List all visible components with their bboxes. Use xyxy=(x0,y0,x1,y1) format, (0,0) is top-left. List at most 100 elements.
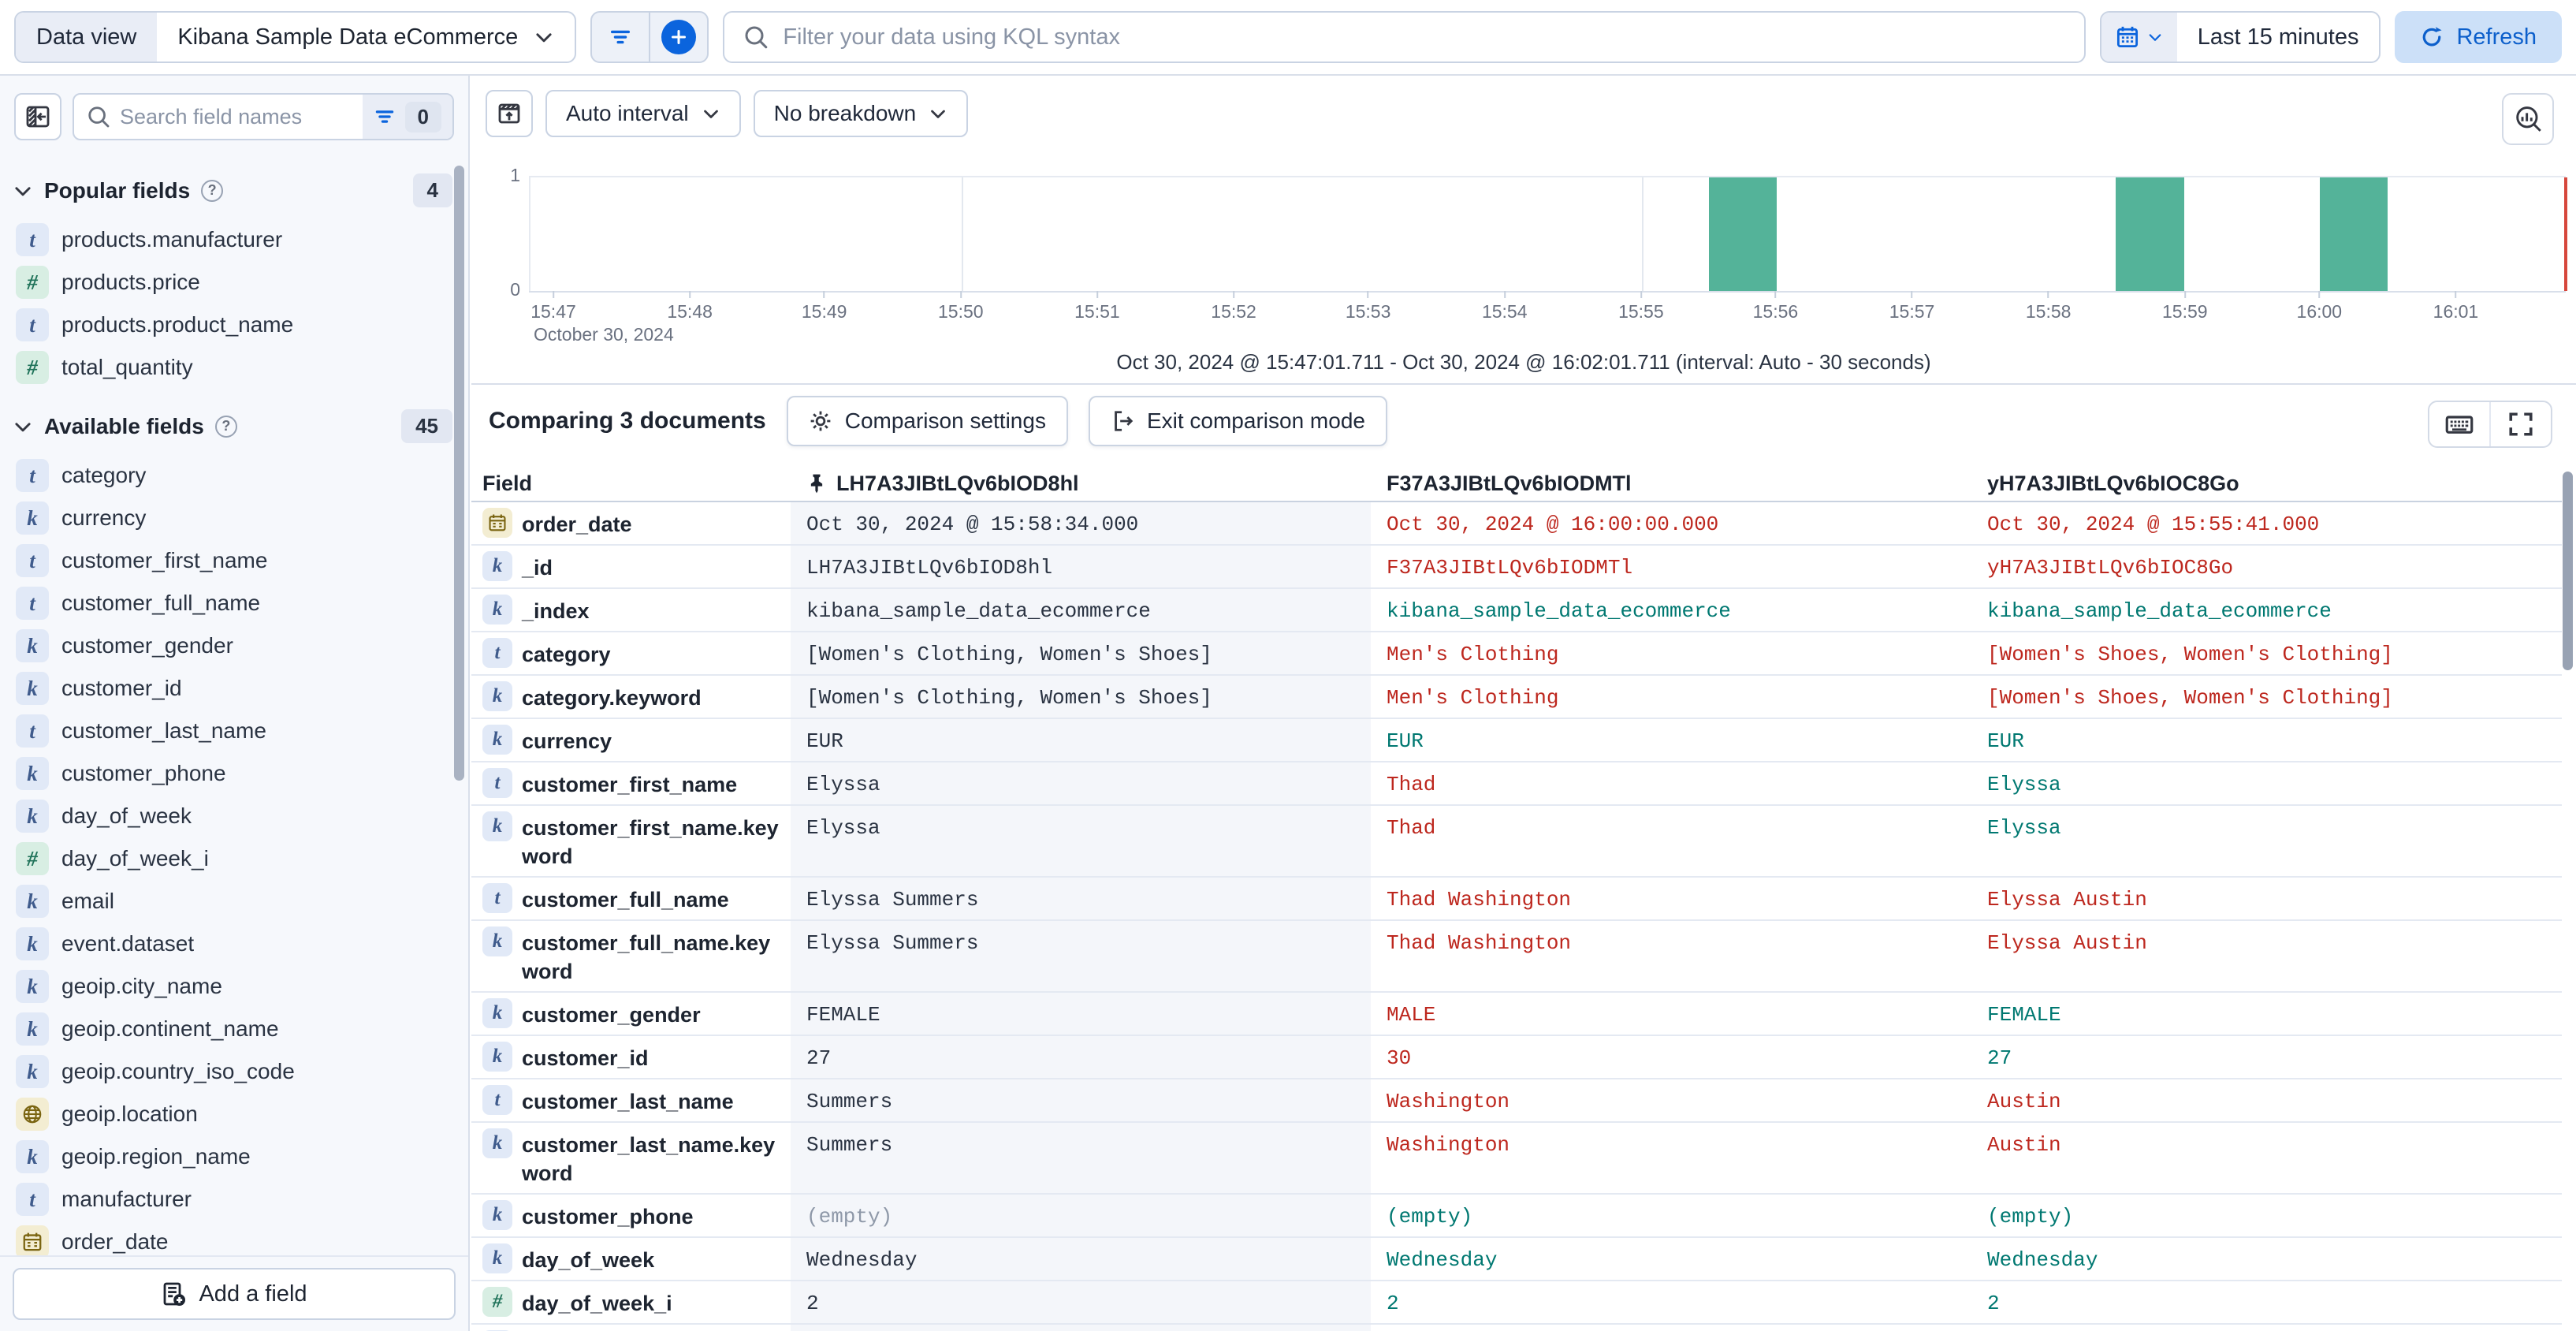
sidebar-field-day_of_week[interactable]: k day_of_week xyxy=(0,795,468,837)
value-cell: Elyssa Summers xyxy=(791,921,1371,991)
sidebar-field-order_date[interactable]: order_date xyxy=(0,1221,468,1263)
field-name-cell: t customer_first_name xyxy=(471,762,791,804)
field-filter-count-badge: 0 xyxy=(404,101,441,132)
exit-comparison-button[interactable]: Exit comparison mode xyxy=(1088,396,1387,446)
histogram-bar-16:00:00[interactable] xyxy=(2319,177,2388,291)
field-name-label: products.manufacturer xyxy=(61,227,283,252)
divider xyxy=(471,383,2576,385)
value-cell: Oct 30, 2024 @ 15:58:34.000 xyxy=(791,502,1371,544)
add-field-button[interactable]: Add a field xyxy=(13,1268,456,1320)
field-name-label: customer_gender xyxy=(61,633,233,658)
field-filters-addon[interactable]: 0 xyxy=(362,95,452,139)
sidebar-field-day_of_week_i[interactable]: # day_of_week_i xyxy=(0,837,468,880)
comparison-settings-button[interactable]: Comparison settings xyxy=(786,396,1068,446)
date-field-type-icon xyxy=(482,508,512,538)
collapse-sidebar-button[interactable] xyxy=(14,93,61,140)
sidebar-field-customer_id[interactable]: k customer_id xyxy=(0,667,468,710)
hide-chart-icon xyxy=(498,103,520,124)
explore-in-lens-button[interactable] xyxy=(2502,93,2554,145)
kql-search-placeholder: Filter your data using KQL syntax xyxy=(783,24,1120,50)
value-cell: FEMALE xyxy=(1987,1003,2061,1027)
filter-icon[interactable] xyxy=(592,13,649,62)
histogram-plot[interactable] xyxy=(529,176,2567,291)
value-cell: Austin xyxy=(1987,1090,2061,1113)
sidebar-field-customer_first_name[interactable]: t customer_first_name xyxy=(0,539,468,582)
document-column-header[interactable]: F37A3JIBtLQv6bIODMTl xyxy=(1371,472,1971,496)
sidebar-field-geoip.location[interactable]: geoip.location xyxy=(0,1093,468,1135)
pinned-document-column-header[interactable]: LH7A3JIBtLQv6bIOD8hl xyxy=(791,472,1371,496)
collapse-panel-icon xyxy=(26,106,50,128)
sidebar-field-geoip.continent_name[interactable]: k geoip.continent_name xyxy=(0,1008,468,1050)
sidebar-field-customer_full_name[interactable]: t customer_full_name xyxy=(0,582,468,624)
refresh-button[interactable]: Refresh xyxy=(2395,11,2562,63)
sidebar-field-customer_last_name[interactable]: t customer_last_name xyxy=(0,710,468,752)
value-cell: Elyssa Austin xyxy=(1987,888,2147,912)
field-name-label: day_of_week xyxy=(522,1248,655,1272)
field-name-cell: k day_of_week xyxy=(471,1238,791,1280)
sidebar-field-customer_gender[interactable]: k customer_gender xyxy=(0,624,468,667)
value-cell: thad@washington-family.zzz xyxy=(1371,1325,1971,1331)
refresh-label: Refresh xyxy=(2456,24,2537,50)
sidebar-field-geoip.country_iso_code[interactable]: k geoip.country_iso_code xyxy=(0,1050,468,1093)
pin-icon xyxy=(810,474,823,494)
histogram-bar-15:58:30[interactable] xyxy=(2116,177,2184,291)
x-axis-tick-15:53: 15:53 xyxy=(1346,291,1390,322)
keyword-field-type-icon: k xyxy=(16,885,49,918)
value-cell: FEMALE xyxy=(791,993,1371,1035)
sidebar-field-products.manufacturer[interactable]: t products.manufacturer xyxy=(0,218,468,261)
value-cell: MALE xyxy=(1387,1003,1436,1027)
table-scrollbar[interactable] xyxy=(2563,472,2573,670)
popular-fields-header[interactable]: Popular fields ? 4 xyxy=(0,153,468,218)
value-cell: 2 xyxy=(1987,1292,2000,1315)
document-column-header[interactable]: yH7A3JIBtLQv6bIOC8Go xyxy=(1971,472,2562,496)
add-filter-button[interactable] xyxy=(650,13,707,62)
keyword-field-type-icon: k xyxy=(482,1128,512,1158)
data-view-picker[interactable]: Data view Kibana Sample Data eCommerce xyxy=(14,11,577,63)
sidebar-field-event.dataset[interactable]: k event.dataset xyxy=(0,923,468,965)
hide-chart-button[interactable] xyxy=(486,90,533,137)
value-cell: Men's Clothing xyxy=(1387,643,1559,666)
sidebar-field-category[interactable]: t category xyxy=(0,454,468,497)
available-fields-header[interactable]: Available fields ? 45 xyxy=(0,389,468,454)
sidebar-field-geoip.region_name[interactable]: k geoip.region_name xyxy=(0,1135,468,1178)
time-range-value[interactable]: Last 15 minutes xyxy=(2197,24,2359,50)
data-view-value[interactable]: Kibana Sample Data eCommerce xyxy=(157,13,575,62)
keyword-field-type-icon: k xyxy=(482,926,512,956)
sidebar-field-products.product_name[interactable]: t products.product_name xyxy=(0,304,468,346)
keyboard-shortcuts-button[interactable] xyxy=(2429,402,2489,446)
text-field-type-icon: t xyxy=(16,223,49,256)
comparison-title: Comparing 3 documents xyxy=(489,408,766,434)
sidebar-field-currency[interactable]: k currency xyxy=(0,497,468,539)
text-field-type-icon: t xyxy=(482,883,512,913)
search-field-names-input[interactable]: Search field names 0 xyxy=(73,93,454,140)
sidebar-field-products.price[interactable]: # products.price xyxy=(0,261,468,304)
x-axis-tick-15:57: 15:57 xyxy=(1889,291,1934,322)
x-axis-tick-16:00: 16:00 xyxy=(2297,291,2342,322)
keyword-field-type-icon: k xyxy=(482,725,512,755)
date-field-type-icon xyxy=(16,1225,49,1258)
breakdown-dropdown[interactable]: No breakdown xyxy=(753,90,969,137)
time-picker-calendar-button[interactable] xyxy=(2101,13,2177,62)
x-axis-tick-15:49: 15:49 xyxy=(802,291,847,322)
field-name-label: customer_first_name xyxy=(61,548,268,572)
sidebar-field-email[interactable]: k email xyxy=(0,880,468,923)
fullscreen-button[interactable] xyxy=(2491,402,2551,446)
lens-chart-magnifier-icon xyxy=(2516,106,2541,132)
value-cell: Elyssa xyxy=(791,806,1371,876)
sidebar-field-customer_phone[interactable]: k customer_phone xyxy=(0,752,468,795)
sidebar-field-manufacturer[interactable]: t manufacturer xyxy=(0,1178,468,1221)
field-name-label: currency xyxy=(522,729,612,753)
field-name-label: customer_id xyxy=(522,1046,649,1070)
field-name-label: customer_full_name.keyword xyxy=(522,931,771,983)
comparison-row-customer_full_name.keyword: k customer_full_name.keyword Elyssa Summer… xyxy=(471,921,2562,993)
field-column-header[interactable]: Field xyxy=(482,471,533,495)
auto-interval-dropdown[interactable]: Auto interval xyxy=(545,90,741,137)
x-axis-tick-15:52: 15:52 xyxy=(1211,291,1256,322)
sidebar-scrollbar[interactable] xyxy=(454,166,464,781)
value-cell: Summers xyxy=(791,1079,1371,1121)
sidebar-field-total_quantity[interactable]: # total_quantity xyxy=(0,346,468,389)
kql-search-input[interactable]: Filter your data using KQL syntax xyxy=(723,11,2086,63)
sidebar-field-geoip.city_name[interactable]: k geoip.city_name xyxy=(0,965,468,1008)
field-name-cell: k _index xyxy=(471,589,791,631)
histogram-bar-15:55:30[interactable] xyxy=(1708,177,1778,291)
